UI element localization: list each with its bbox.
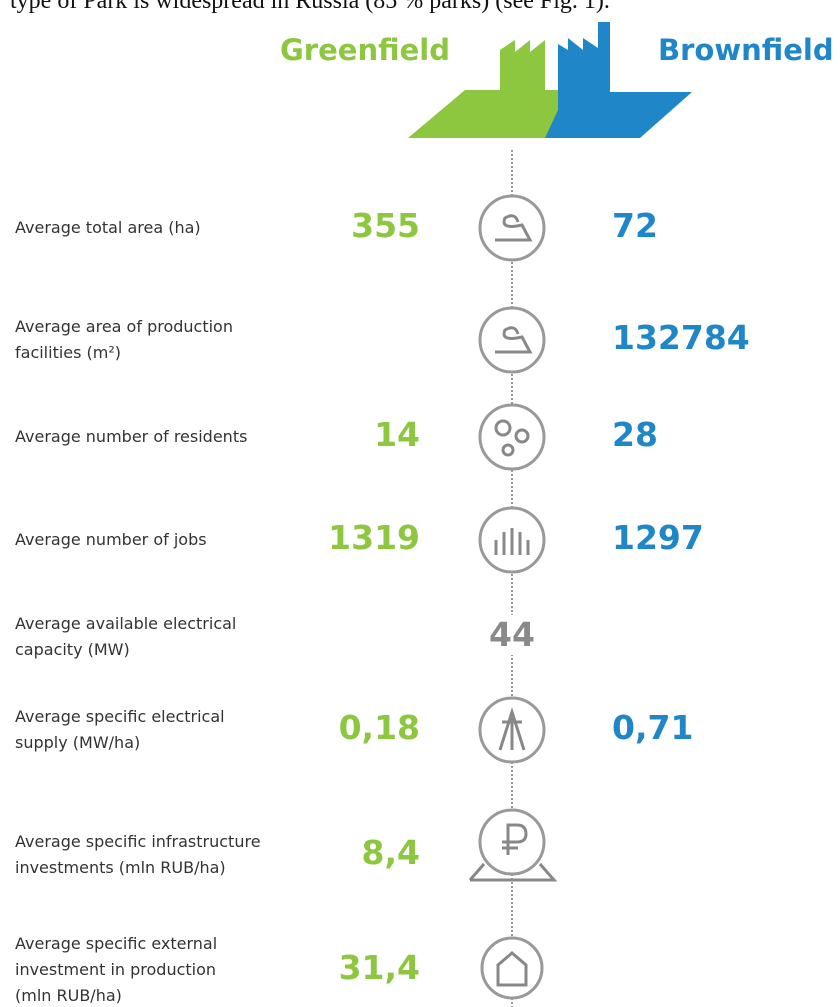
brownfield-value: 28 [612,415,658,455]
row-label: (mln RUB/ha) [15,983,122,1007]
row-label: Average total area (ha) [15,215,201,241]
greenfield-value: 31,4 [339,948,420,988]
row-label: supply (MW/ha) [15,730,140,756]
row-label: capacity (MW) [15,637,130,663]
greenfield-value: 0,18 [339,708,420,748]
brownfield-value: 72 [612,206,658,246]
row-label: Average number of residents [15,424,247,450]
brownfield-value: 0,71 [612,708,693,748]
brownfield-header: Brownfield [658,33,834,67]
infographic: type of Park is widespread in Russia (85… [0,0,840,1007]
greenfield-header: Greenfield [280,33,450,67]
icons [480,196,544,998]
row-label: facilities (m²) [15,340,121,366]
row-label: investments (mln RUB/ha) [15,855,226,881]
external-investment-icon [482,938,542,998]
greenfield-value: 355 [351,206,420,246]
row-label: Average specific external [15,931,217,957]
brownfield-value: 1297 [612,518,704,558]
greenfield-value: 8,4 [362,833,420,873]
greenfield-factory [500,40,545,90]
greenfield-value: 1319 [328,518,420,558]
row-label: Average specific electrical [15,704,225,730]
residents-icon [480,405,544,469]
row-label: investment in production [15,957,216,983]
production-icon [480,308,544,372]
area-icon [480,196,544,260]
intro-text: type of Park is widespread in Russia (85… [10,0,610,15]
greenfield-value: 14 [374,415,420,455]
row-label: Average available electrical [15,611,236,637]
brownfield-value: 132784 [612,318,750,358]
combined-value: 44 [489,615,535,655]
row-label: Average number of jobs [15,527,207,553]
row-label: Average area of production [15,314,233,340]
row-label: Average specific infrastructure [15,829,261,855]
